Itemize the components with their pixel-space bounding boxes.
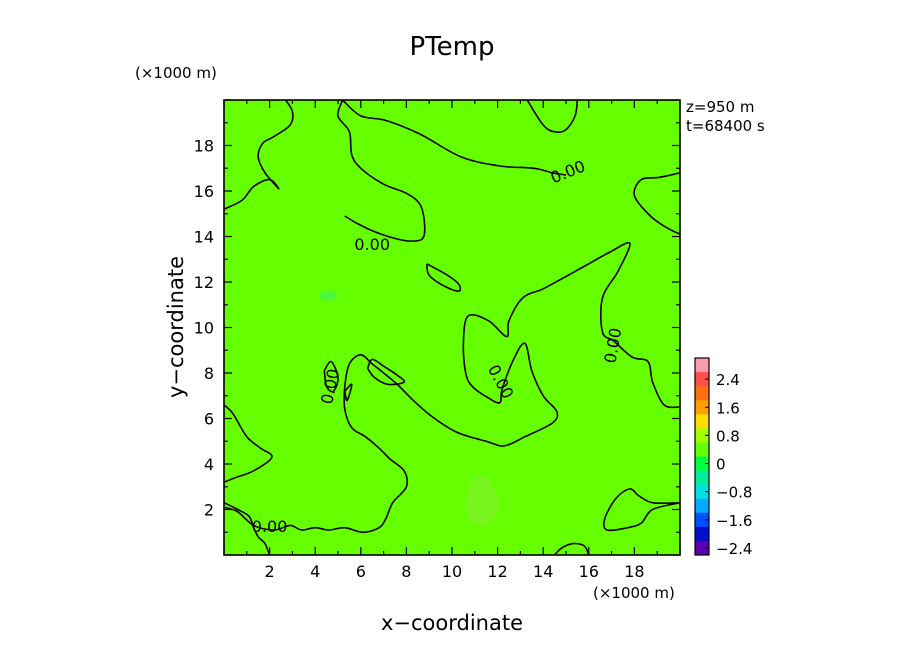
y-tick-label: 4: [204, 455, 214, 474]
colorbar-segment: [695, 386, 709, 401]
colorbar-frame: [694, 357, 710, 556]
warm-patch: [465, 473, 498, 526]
colorbar-segment: [695, 400, 709, 415]
y-tick-label: 18: [194, 137, 214, 156]
x-tick-label: 10: [442, 562, 462, 581]
contour-line: [223, 99, 294, 210]
y-tick-label: 16: [194, 182, 214, 201]
colorbar-segment: [695, 456, 709, 472]
x-axis-label: x−coordinate: [381, 611, 523, 635]
colorbar-label: −1.6: [716, 512, 752, 530]
contour-label: 0.00: [252, 517, 288, 536]
contour-line: [342, 99, 567, 176]
contour-label: 0.00: [354, 235, 390, 254]
x-tick-label: 2: [265, 562, 275, 581]
x-tick-label: 14: [533, 562, 553, 581]
y-tick-label: 10: [194, 319, 214, 338]
y-axis-unit: (×1000 m): [135, 64, 217, 82]
contour-line: [554, 542, 590, 556]
x-tick-label: 8: [401, 562, 411, 581]
colorbar-segment: [695, 484, 709, 500]
x-tick-label: 16: [579, 562, 599, 581]
cool-patch: [319, 290, 338, 301]
y-axis-label: y−coordinate: [164, 256, 188, 398]
colorbar-label: 1.6: [716, 399, 740, 417]
contour-line: [223, 404, 273, 483]
z-level-annotation: z=950 m: [686, 98, 754, 116]
x-tick-label: 12: [487, 562, 507, 581]
contour-line: [602, 488, 681, 532]
colorbar-label: −2.4: [716, 540, 752, 558]
colorbar-label: 0.8: [716, 427, 740, 445]
colorbar-label: −0.8: [716, 484, 752, 502]
colorbar-segment: [695, 512, 709, 528]
contour-line: [337, 99, 426, 242]
colorbar-segment: [695, 526, 709, 542]
contour-line: [323, 360, 339, 393]
contour-lines: 0.000.000.000.000.000.00: [223, 99, 681, 556]
colorbar-segment: [695, 498, 709, 514]
y-tick-label: 6: [204, 410, 214, 429]
chart-title: PTemp: [410, 32, 495, 62]
x-axis: 2 4 6 8 10 12 14 16 18: [223, 100, 681, 581]
contour-line: [344, 383, 353, 402]
colorbar-segment: [695, 372, 709, 387]
time-annotation: t=68400 s: [686, 117, 765, 135]
colorbar-label: 2.4: [716, 371, 740, 389]
plot-area: [223, 99, 681, 556]
colorbar-segment: [695, 414, 709, 429]
y-tick-label: 2: [204, 501, 214, 520]
colorbar-segment: [695, 540, 709, 556]
x-tick-label: 18: [624, 562, 644, 581]
contour-line: [526, 99, 579, 133]
colorbar-segment: [695, 428, 709, 443]
colorbar-segment: [695, 470, 709, 486]
contour-line: [633, 172, 681, 235]
plot-background: [224, 100, 680, 555]
y-tick-label: 14: [194, 228, 214, 247]
y-tick-label: 12: [194, 273, 214, 292]
contour-line: [223, 501, 271, 556]
colorbar-segment: [695, 358, 709, 373]
colorbar-label: 0: [716, 456, 726, 474]
contour-line: [426, 263, 462, 292]
colorbar-segment: [695, 442, 709, 457]
x-tick-label: 4: [310, 562, 320, 581]
x-tick-label: 6: [356, 562, 366, 581]
contour-line: [223, 241, 681, 534]
colorbar: 2.4 1.6 0.8 0 −0.8 −1.6 −2.4: [694, 357, 752, 558]
y-tick-label: 8: [204, 364, 214, 383]
contour-line: [366, 358, 406, 386]
y-axis: 2 4 6 8 10 12 14 16 18: [194, 99, 680, 556]
x-axis-unit: (×1000 m): [593, 584, 675, 602]
